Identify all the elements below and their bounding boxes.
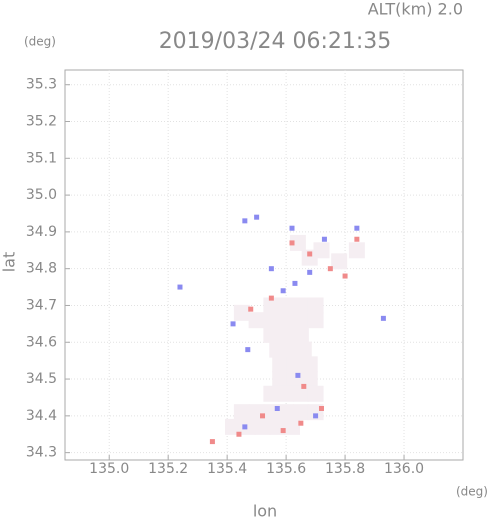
data-point: [280, 288, 286, 294]
data-point: [280, 428, 286, 434]
data-point: [301, 383, 307, 389]
data-point: [292, 326, 309, 343]
data-point: [307, 269, 313, 275]
x-unit: (deg): [456, 485, 488, 499]
y-tick-label: 34.9: [26, 224, 57, 240]
data-point: [177, 284, 183, 290]
y-tick-label: 35.3: [26, 77, 57, 93]
data-point: [268, 295, 274, 301]
data-point: [233, 304, 250, 321]
data-point: [380, 315, 386, 321]
x-tick-label: 135.4: [207, 461, 247, 477]
data-point: [313, 242, 330, 259]
x-tick-label: 135.8: [325, 461, 365, 477]
data-point: [327, 266, 333, 272]
data-point: [272, 371, 289, 388]
y-tick-label: 34.8: [26, 261, 57, 277]
data-point: [242, 424, 248, 430]
data-point: [348, 242, 365, 259]
data-point: [289, 225, 295, 231]
data-point: [269, 341, 286, 358]
data-point: [284, 418, 301, 435]
data-point: [248, 312, 265, 329]
data-point: [331, 253, 348, 270]
data-point: [298, 420, 304, 426]
data-point: [209, 439, 215, 445]
data-point: [292, 280, 298, 286]
data-point: [254, 214, 260, 220]
y-tick-label: 35.0: [26, 187, 57, 203]
x-axis-label: lon: [253, 502, 277, 521]
data-point: [292, 385, 309, 402]
data-point: [233, 404, 250, 421]
y-tick-label: 34.5: [26, 371, 57, 387]
data-point: [278, 326, 295, 343]
data-point: [263, 385, 280, 402]
data-point: [263, 326, 280, 343]
plot-frame: [64, 69, 464, 461]
data-point: [242, 218, 248, 224]
data-point: [278, 385, 295, 402]
data-point: [278, 297, 295, 314]
data-point: [245, 347, 251, 353]
data-point: [263, 312, 280, 329]
data-point: [354, 236, 360, 242]
data-point: [278, 312, 295, 329]
data-point: [292, 297, 309, 314]
y-tick-label: 35.2: [26, 114, 57, 130]
data-point: [248, 306, 254, 312]
x-tick-label: 135.0: [89, 461, 129, 477]
data-point: [292, 404, 309, 421]
data-point: [263, 297, 280, 314]
data-point: [286, 356, 303, 373]
y-tick-label: 34.4: [26, 408, 57, 424]
data-point: [225, 418, 242, 435]
data-point: [295, 372, 301, 378]
y-tick-label: 34.6: [26, 334, 57, 350]
data-point: [230, 321, 236, 327]
data-point: [313, 413, 319, 419]
data-point: [286, 371, 303, 388]
data-point: [301, 356, 318, 373]
data-point: [236, 431, 242, 437]
data-point: [268, 266, 274, 272]
y-tick-label: 35.1: [26, 150, 57, 166]
chart-title: 2019/03/24 06:21:35: [159, 29, 392, 54]
data-point: [274, 405, 280, 411]
subtitle: ALT(km) 2.0: [368, 0, 463, 19]
data-point: [295, 341, 312, 358]
data-point: [342, 273, 348, 279]
data-point: [278, 404, 295, 421]
y-unit: (deg): [24, 35, 56, 49]
data-point: [289, 240, 295, 246]
data-point: [272, 356, 289, 373]
y-tick-label: 34.7: [26, 297, 57, 313]
x-tick-label: 135.6: [266, 461, 306, 477]
data-point: [260, 413, 266, 419]
data-point: [307, 297, 324, 314]
data-point: [289, 234, 306, 251]
data-point: [239, 418, 256, 435]
data-point: [307, 312, 324, 329]
data-point: [354, 225, 360, 231]
x-tick-label: 135.2: [148, 461, 188, 477]
y-axis-label: lat: [0, 252, 19, 273]
data-point: [307, 251, 313, 257]
data-point: [301, 371, 318, 388]
data-point: [318, 405, 324, 411]
data-point: [292, 312, 309, 329]
x-tick-label: 136.0: [384, 461, 424, 477]
data-point: [321, 236, 327, 242]
data-point: [307, 385, 324, 402]
data-point: [254, 418, 271, 435]
y-tick-label: 34.3: [26, 445, 57, 461]
